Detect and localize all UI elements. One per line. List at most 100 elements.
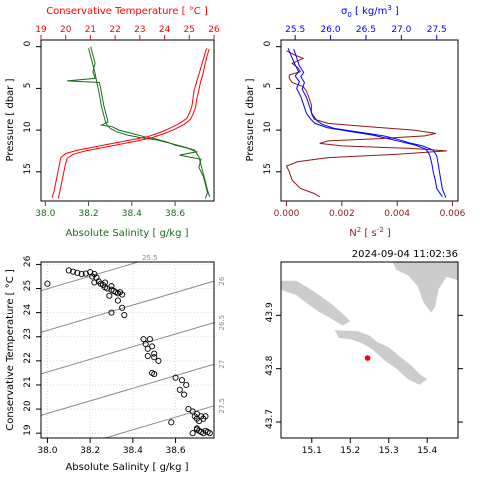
ts-point-36 xyxy=(151,354,158,361)
ts-point-40 xyxy=(172,374,179,381)
ts-point-10 xyxy=(91,279,98,286)
ts-point-28 xyxy=(121,311,128,319)
panel3-y-axis-tick-label-6: 25 xyxy=(23,280,33,291)
panel1-top-axis-tick-label-2: 21 xyxy=(85,25,96,35)
panel3-points xyxy=(44,267,213,437)
sigma-profile-line-0 xyxy=(287,48,443,198)
panel2-plot-frame xyxy=(280,39,459,202)
isopycnal-line-3 xyxy=(40,363,215,416)
panel4-bottom-ticks: 15.1 15.2 15.3 15.4 xyxy=(302,438,438,456)
ts-point-39 xyxy=(151,371,158,378)
ts-point-43 xyxy=(176,386,183,393)
ts-point-25 xyxy=(114,297,121,304)
ts-point-1 xyxy=(65,267,72,274)
ts-point-22 xyxy=(108,283,115,290)
panel2-y-axis-tick-label-2: 10 xyxy=(263,121,273,133)
ts-point-35 xyxy=(144,352,151,360)
panel1-bottom-axis-tick-label-0: 38.0 xyxy=(35,209,55,219)
temperature-profile-line-1 xyxy=(57,49,210,199)
panel4-y-axis-tick-label-1: 43.8 xyxy=(265,355,275,375)
ts-point-61 xyxy=(189,430,196,437)
panel-ts-diagram: 25.5 26 26.5 27 27.5 38.0 38.2 38.4 38.6 19 20 21… xyxy=(5,254,226,473)
panel2-y-axis-label: Pressure [ dbar ] xyxy=(245,78,256,161)
panel1-top-ticks: 19 20 21 22 23 24 25 26 xyxy=(35,25,220,40)
panel4-right-ticks: 43.7 43.8 43.9 xyxy=(265,302,463,429)
panel2-bottom-axis-label-exp: -2 xyxy=(377,226,384,234)
panel2-bottom-axis-label-n: N xyxy=(349,228,356,239)
panel4-station xyxy=(364,355,371,361)
panel3-y-axis-tick-label-4: 23 xyxy=(23,328,33,339)
ts-point-27 xyxy=(108,309,115,316)
panel2-bottom-axis-tick-label-1: 0.002 xyxy=(329,209,355,219)
ts-point-62 xyxy=(193,426,200,433)
panel2-bottom-axis-label: N2 [ s-2 ] xyxy=(349,226,391,239)
ts-point-26 xyxy=(119,304,126,311)
panel2-top-axis-label-sigma: σ xyxy=(341,6,348,17)
panel3-x-axis-tick-label-3: 38.6 xyxy=(166,446,186,456)
panel2-top-ticks: 25.5 26.0 26.5 27.0 27.5 xyxy=(285,25,447,40)
panel4-y-axis-tick-label-0: 43.7 xyxy=(265,409,275,429)
panel3-y-axis-tick-label-1: 20 xyxy=(23,400,33,412)
sigma-profile-line-1 xyxy=(293,49,447,198)
panel1-y-axis-tick-label-1: 5 xyxy=(23,83,33,89)
panel1-y-axis-tick-label-0: 0 xyxy=(23,41,33,47)
n2-profile-line-0 xyxy=(285,50,447,198)
coastline-island-0 xyxy=(281,280,351,326)
panel3-bottom-ticks: 38.0 38.2 38.4 38.6 xyxy=(37,438,186,456)
panel2-y-axis-tick-label-0: 0 xyxy=(263,41,273,47)
panel1-left-ticks: 0 5 10 15 xyxy=(23,41,41,175)
ts-point-2 xyxy=(69,268,77,275)
panel3-x-axis-label: Absolute Salinity [ g/kg ] xyxy=(65,462,188,473)
panel1-top-axis-tick-label-1: 20 xyxy=(60,25,72,35)
panel2-bottom-axis-tick-label-3: 0.006 xyxy=(440,209,466,219)
panel3-y-axis-tick-label-3: 22 xyxy=(23,352,33,363)
panel1-bottom-axis-tick-label-1: 38.2 xyxy=(79,209,99,219)
temperature-profile-line-0 xyxy=(51,48,208,198)
panel3-y-axis-tick-label-2: 21 xyxy=(23,376,33,387)
panel2-sigma-series xyxy=(287,48,447,198)
ts-point-32 xyxy=(146,336,153,343)
panel1-top-axis-tick-label-3: 22 xyxy=(109,25,120,35)
panel3-left-ticks: 19 20 21 22 23 24 25 26 xyxy=(23,255,41,436)
panel3-x-axis-tick-label-2: 38.4 xyxy=(123,446,143,456)
ts-point-29 xyxy=(140,336,147,343)
ts-point-63 xyxy=(168,419,175,426)
panel4-x-axis-tick-label-3: 15.4 xyxy=(417,446,437,456)
panel1-top-axis-tick-label-5: 24 xyxy=(159,25,171,35)
panel-profile-ts: 19 20 21 22 23 24 25 26 38.0 38.2 38.4 38.6 0 5 10 15… xyxy=(5,6,220,239)
panel3-plot-frame xyxy=(40,261,215,439)
panel3-y-axis-label: Conservative Temperature [ °C ] xyxy=(5,269,16,431)
panel1-bottom-axis-tick-label-3: 38.6 xyxy=(165,209,185,219)
panel3-y-axis-tick-label-7: 26 xyxy=(23,255,33,267)
panel1-temperature-series xyxy=(51,48,210,199)
panel3-isopycnals: 25.5 26 26.5 27 27.5 xyxy=(40,254,226,439)
ts-point-34 xyxy=(151,350,158,357)
isopycnal-label-0: 25.5 xyxy=(142,254,158,262)
panel1-top-axis-tick-label-6: 25 xyxy=(184,25,195,35)
isopycnal-label-2: 26.5 xyxy=(218,315,226,331)
ts-point-3 xyxy=(74,269,81,276)
ts-point-23 xyxy=(102,279,109,286)
panel1-plot-frame xyxy=(40,39,215,202)
ts-point-42 xyxy=(183,381,190,389)
panel2-top-axis-label-close: ] xyxy=(392,6,399,17)
panel1-bottom-ticks: 38.0 38.2 38.4 38.6 xyxy=(35,201,185,219)
panel2-bottom-axis-label-close: ] xyxy=(384,228,391,239)
panel1-salinity-series xyxy=(66,46,211,199)
panel2-top-axis-tick-label-3: 27.0 xyxy=(391,25,411,35)
panel2-top-axis-label-sub: 0 xyxy=(347,11,351,19)
panel1-bottom-axis-label: Absolute Salinity [ g/kg ] xyxy=(65,228,188,239)
ts-point-53 xyxy=(202,413,209,420)
panel2-bottom-axis-label-units: [ s xyxy=(361,228,376,239)
salinity-profile-line-0 xyxy=(66,46,209,199)
ts-point-4 xyxy=(78,271,85,278)
panel1-top-axis-tick-label-7: 26 xyxy=(208,25,220,35)
panel1-bottom-axis-tick-label-2: 38.4 xyxy=(122,209,142,219)
coastline-island-2 xyxy=(392,262,458,313)
ts-point-24 xyxy=(106,292,113,299)
ts-point-21 xyxy=(119,291,126,298)
panel1-y-axis-tick-label-2: 10 xyxy=(23,121,33,133)
panel3-y-axis-tick-label-5: 24 xyxy=(23,304,33,316)
panel4-x-axis-tick-label-0: 15.1 xyxy=(302,446,322,456)
panel4-title: 2024-09-04 11:02:36 xyxy=(352,249,458,260)
